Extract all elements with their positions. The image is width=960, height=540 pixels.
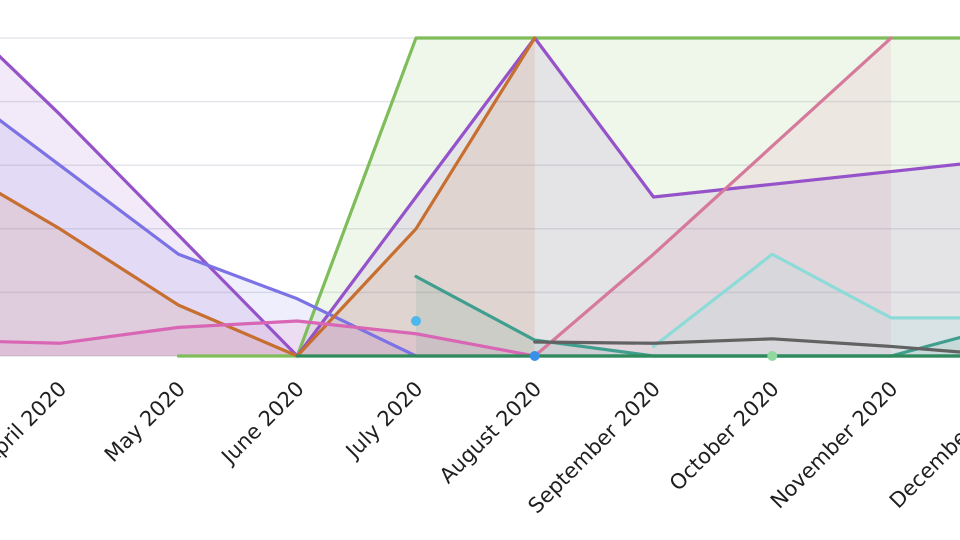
x-tick-label: November 2020 <box>766 377 903 514</box>
series-1-area <box>178 38 960 356</box>
series-markers <box>411 316 778 361</box>
series-9-line[interactable] <box>533 337 960 356</box>
series-5-line[interactable] <box>533 36 893 358</box>
x-tick-label: October 2020 <box>665 377 784 496</box>
series-7-area <box>416 276 960 356</box>
x-tick-label: August 2020 <box>435 377 546 488</box>
x-tick-label: June 2020 <box>216 377 309 470</box>
series-6-line[interactable] <box>0 319 537 358</box>
series-2-area <box>0 38 960 356</box>
data-point-marker[interactable] <box>529 351 540 361</box>
series-1-line[interactable] <box>176 36 960 358</box>
data-point-marker[interactable] <box>767 351 778 361</box>
data-point-marker[interactable] <box>411 316 421 327</box>
x-tick-label: May 2020 <box>100 377 190 467</box>
series-5-area <box>534 38 891 356</box>
series-4-line[interactable] <box>0 36 537 358</box>
series-8-area <box>653 254 960 356</box>
x-tick-label: September 2020 <box>523 377 665 519</box>
series-8-line[interactable] <box>651 252 960 349</box>
x-tick-label: July 2020 <box>340 377 428 465</box>
x-tick-label: April 2020 <box>0 377 71 470</box>
